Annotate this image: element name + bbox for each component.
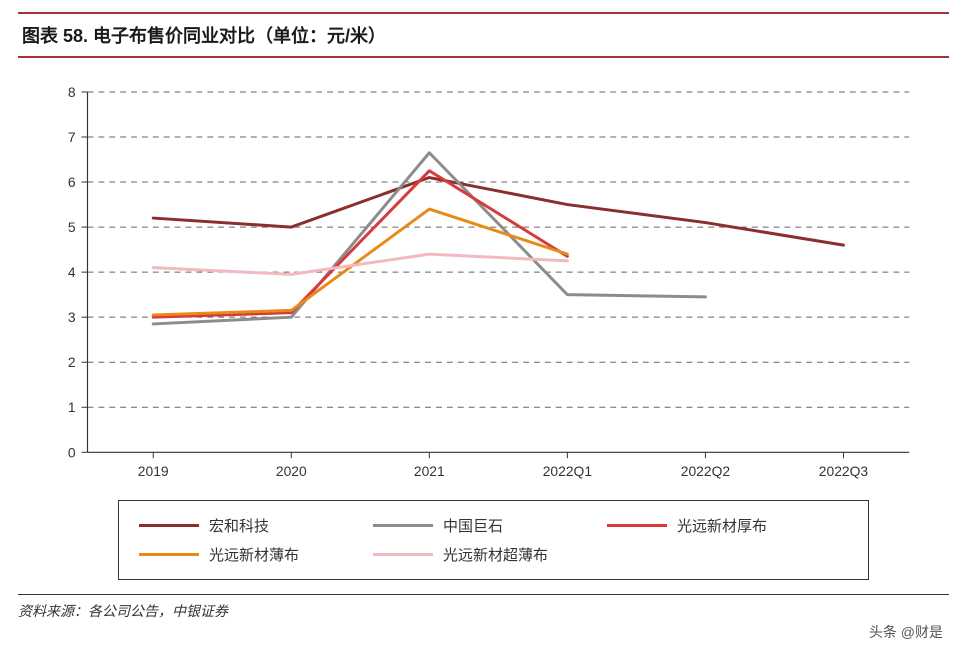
xtick-label: 2020	[276, 463, 307, 479]
watermark: 头条 @财是	[869, 622, 943, 642]
ytick-label: 4	[68, 264, 76, 280]
chart-area: 0 1 2 3 4 5 6 7 8 2019 2020 2021 2022Q1 2022Q2 2022Q3	[38, 80, 929, 490]
legend-item: 光远新材超薄布	[373, 544, 607, 565]
ytick-label: 7	[68, 129, 76, 145]
legend-item: 宏和科技	[139, 515, 373, 536]
legend-swatch	[373, 524, 433, 527]
legend-item: 光远新材厚布	[607, 515, 841, 536]
xtick-label: 2022Q1	[543, 463, 593, 479]
legend-label: 光远新材厚布	[677, 515, 767, 536]
legend-label: 宏和科技	[209, 515, 269, 536]
legend-label: 光远新材超薄布	[443, 544, 548, 565]
chart-title: 图表 58. 电子布售价同业对比（单位：元/米）	[22, 22, 945, 48]
ytick-label: 3	[68, 309, 76, 325]
legend: 宏和科技 中国巨石 光远新材厚布光远新材薄布 光远新材超薄布	[118, 500, 869, 580]
legend-label: 中国巨石	[443, 515, 503, 536]
ytick-label: 0	[68, 444, 76, 460]
series-line	[153, 178, 843, 246]
source-text: 资料来源：各公司公告，中银证券	[18, 601, 949, 621]
ytick-label: 5	[68, 219, 76, 235]
legend-item: 中国巨石	[373, 515, 607, 536]
legend-swatch	[139, 553, 199, 556]
ytick-label: 1	[68, 399, 76, 415]
legend-swatch	[373, 553, 433, 556]
line-chart-svg: 0 1 2 3 4 5 6 7 8 2019 2020 2021 2022Q1 2022Q2 2022Q3	[38, 80, 929, 490]
title-bar: 图表 58. 电子布售价同业对比（单位：元/米）	[18, 12, 949, 58]
series-line	[153, 209, 567, 315]
legend-swatch	[607, 524, 667, 527]
legend-swatch	[139, 524, 199, 527]
xtick-label: 2021	[414, 463, 445, 479]
ytick-label: 6	[68, 174, 76, 190]
xtick-label: 2019	[138, 463, 169, 479]
chart-container: 图表 58. 电子布售价同业对比（单位：元/米） 0 1 2 3 4 5 6 7 8 2019 20…	[0, 0, 967, 633]
ytick-label: 2	[68, 354, 76, 370]
xtick-label: 2022Q2	[681, 463, 731, 479]
series-line	[153, 254, 567, 274]
legend-item: 光远新材薄布	[139, 544, 373, 565]
source-bar: 资料来源：各公司公告，中银证券	[18, 594, 949, 621]
ytick-label: 8	[68, 84, 76, 100]
legend-label: 光远新材薄布	[209, 544, 299, 565]
xtick-label: 2022Q3	[819, 463, 869, 479]
